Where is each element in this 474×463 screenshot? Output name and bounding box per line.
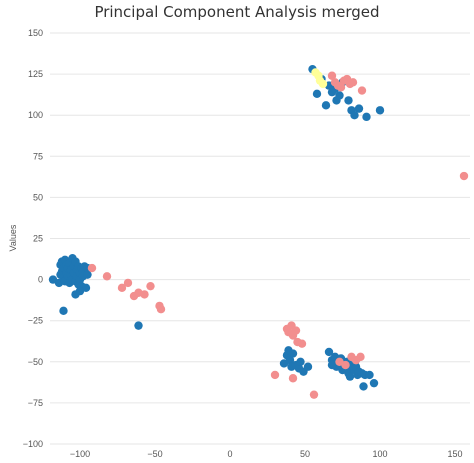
scatter-point	[156, 304, 166, 314]
y-axis-label: Values	[8, 224, 18, 251]
scatter-point	[59, 306, 68, 316]
scatter-point	[288, 349, 298, 358]
scatter-point	[327, 360, 337, 370]
y-tick-label: 125	[28, 69, 43, 79]
y-tick-label: 75	[33, 151, 43, 161]
x-tick-label: 0	[227, 449, 232, 459]
scatter-point	[87, 263, 97, 273]
y-tick-label: 50	[33, 192, 43, 202]
scatter-point	[303, 362, 313, 371]
y-tick-label: −50	[28, 357, 43, 367]
scatter-point	[362, 112, 371, 122]
y-tick-label: 25	[33, 234, 43, 244]
scatter-point	[375, 106, 385, 115]
scatter-point	[123, 278, 133, 288]
x-tick-label: −50	[147, 449, 162, 459]
scatter-point	[318, 79, 328, 89]
scatter-point	[336, 83, 346, 92]
scatter-point	[134, 321, 143, 330]
scatter-point	[288, 374, 298, 383]
y-tick-label: 100	[28, 110, 43, 120]
x-tick-label: 150	[447, 449, 462, 459]
y-tick-label: −100	[23, 439, 43, 449]
scatter-point	[356, 352, 365, 362]
scatter-point	[285, 355, 295, 365]
x-axis-ticks: −100 −50 0 50 100 150	[70, 449, 463, 459]
y-tick-label: 150	[28, 28, 43, 38]
scatter-point	[354, 104, 364, 113]
scatter-point	[459, 171, 469, 181]
chart-title: Principal Component Analysis merged	[94, 3, 379, 21]
x-tick-label: 100	[372, 449, 387, 459]
scatter-point	[291, 326, 301, 335]
x-tick-label: 50	[300, 449, 310, 459]
scatter-point	[146, 281, 155, 291]
y-tick-label: 0	[38, 275, 43, 285]
scatter-point	[321, 101, 331, 110]
scatter-point	[357, 86, 367, 95]
scatter-point	[335, 91, 344, 100]
scatter-point	[117, 283, 127, 293]
scatter-point	[359, 382, 368, 391]
scatter-point	[365, 370, 374, 380]
scatter-point	[140, 290, 149, 299]
scatter-point	[341, 360, 350, 370]
scatter-point	[83, 270, 92, 279]
scatter-points	[48, 64, 469, 399]
scatter-point	[344, 96, 353, 105]
scatter-point	[296, 357, 305, 366]
scatter-point	[348, 78, 358, 87]
scatter-point	[102, 272, 112, 281]
y-tick-label: −75	[28, 398, 43, 408]
scatter-point	[312, 89, 322, 99]
scatter-point	[345, 372, 355, 381]
y-tick-label: −25	[28, 316, 43, 326]
scatter-point	[350, 111, 359, 120]
scatter-point	[369, 378, 379, 388]
scatter-point	[297, 339, 307, 348]
scatter-point	[324, 347, 334, 357]
scatter-point	[309, 390, 319, 399]
scatter-point	[270, 370, 280, 380]
scatter-point	[75, 286, 85, 296]
y-axis-ticks: −100 −75 −50 −25 0 25 50 75 100 125 150	[23, 28, 43, 449]
x-tick-label: −100	[70, 449, 90, 459]
scatter-point	[327, 71, 337, 80]
grid-lines	[50, 32, 470, 445]
